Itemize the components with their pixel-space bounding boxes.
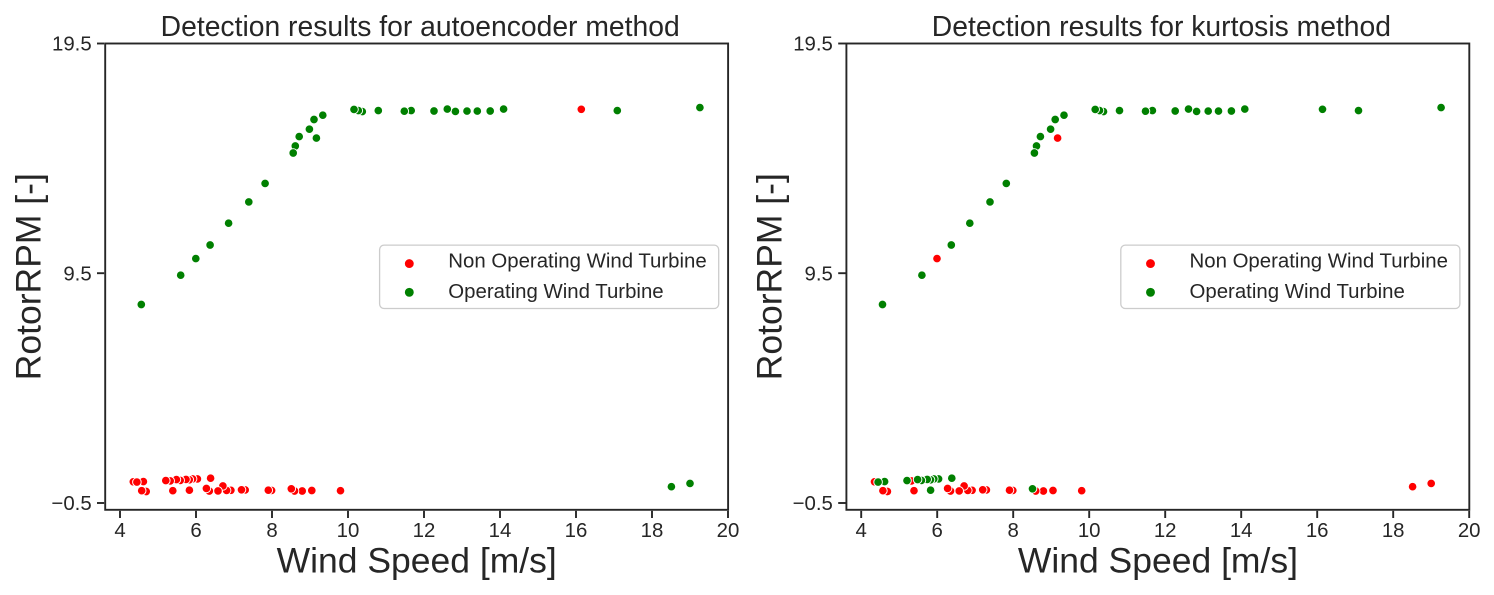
svg-text:RotorRPM [-]: RotorRPM [-] xyxy=(9,173,49,380)
svg-text:19.5: 19.5 xyxy=(793,34,833,56)
svg-text:9.5: 9.5 xyxy=(805,263,833,285)
svg-text:9.5: 9.5 xyxy=(63,263,91,285)
svg-text:Operating Wind Turbine: Operating Wind Turbine xyxy=(448,281,663,303)
svg-text:Non Operating Wind Turbine: Non Operating Wind Turbine xyxy=(448,251,706,273)
svg-text:18: 18 xyxy=(1382,520,1405,542)
svg-text:Non Operating Wind Turbine: Non Operating Wind Turbine xyxy=(1190,251,1448,273)
svg-text:Detection results for kurtosis: Detection results for kurtosis method xyxy=(932,10,1391,42)
svg-text:8: 8 xyxy=(1008,520,1019,542)
svg-text:20: 20 xyxy=(1458,520,1481,542)
svg-text:16: 16 xyxy=(1306,520,1329,542)
svg-text:−0.5: −0.5 xyxy=(51,493,91,515)
svg-text:RotorRPM [-]: RotorRPM [-] xyxy=(750,173,790,380)
svg-text:20: 20 xyxy=(717,520,740,542)
svg-text:4: 4 xyxy=(856,520,867,542)
svg-text:12: 12 xyxy=(413,520,436,542)
svg-text:Operating Wind Turbine: Operating Wind Turbine xyxy=(1190,281,1405,303)
svg-text:Wind Speed [m/s]: Wind Speed [m/s] xyxy=(1018,540,1298,580)
svg-text:10: 10 xyxy=(337,520,360,542)
svg-text:6: 6 xyxy=(932,520,943,542)
svg-text:12: 12 xyxy=(1154,520,1177,542)
svg-text:6: 6 xyxy=(190,520,201,542)
svg-text:14: 14 xyxy=(489,520,512,542)
svg-text:8: 8 xyxy=(266,520,277,542)
svg-text:10: 10 xyxy=(1078,520,1101,542)
svg-text:19.5: 19.5 xyxy=(52,34,92,56)
svg-text:Wind Speed [m/s]: Wind Speed [m/s] xyxy=(277,540,557,580)
svg-text:4: 4 xyxy=(114,520,125,542)
svg-text:18: 18 xyxy=(641,520,664,542)
svg-text:14: 14 xyxy=(1230,520,1253,542)
svg-text:16: 16 xyxy=(565,520,588,542)
svg-text:Detection results for autoenco: Detection results for autoencoder method xyxy=(161,10,680,42)
svg-text:−0.5: −0.5 xyxy=(793,493,833,515)
